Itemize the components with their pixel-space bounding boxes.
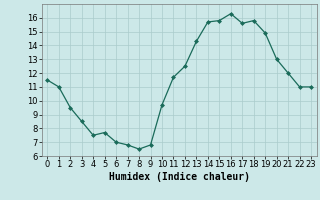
X-axis label: Humidex (Indice chaleur): Humidex (Indice chaleur) (109, 172, 250, 182)
